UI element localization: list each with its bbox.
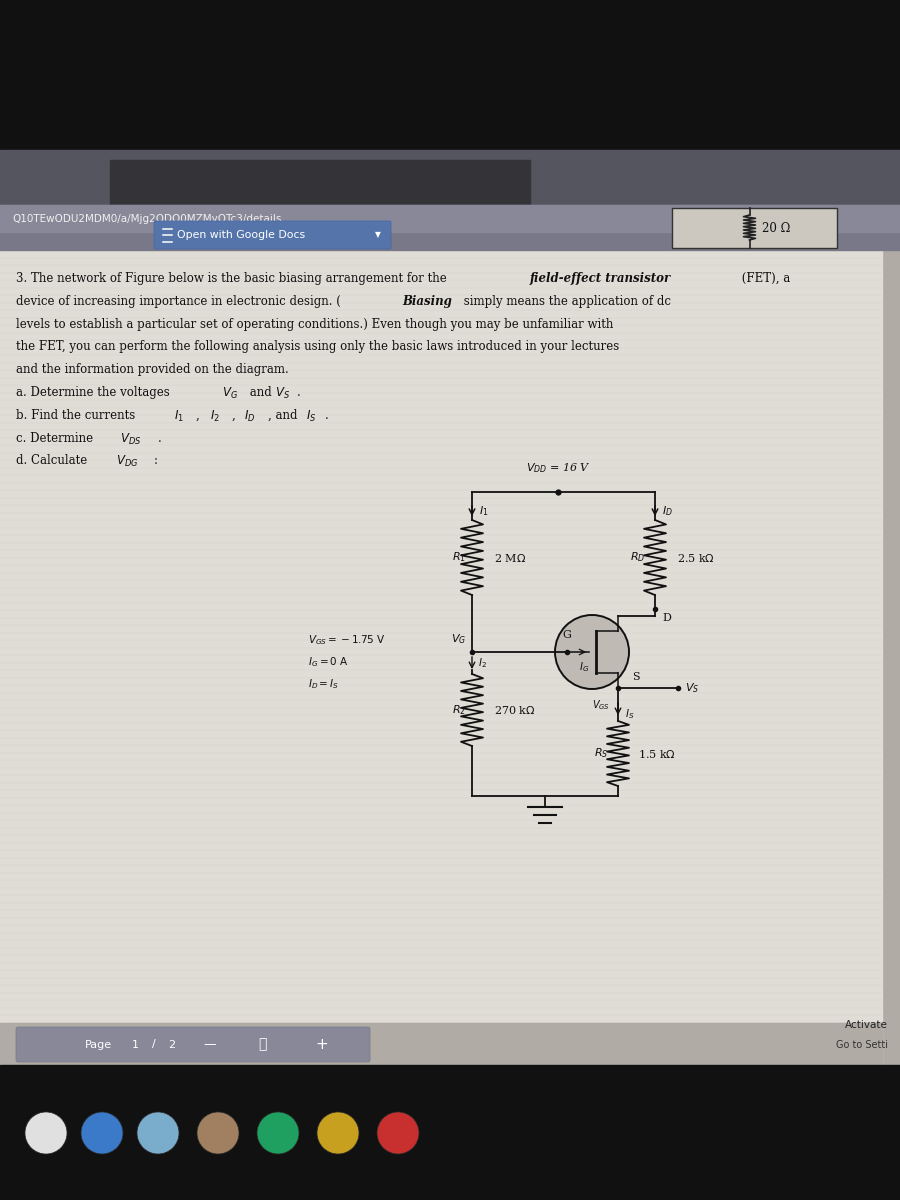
- Text: $I_D$: $I_D$: [662, 504, 673, 518]
- Text: Page: Page: [85, 1039, 112, 1050]
- Text: $R_D$: $R_D$: [630, 551, 645, 564]
- Circle shape: [377, 1112, 419, 1154]
- Text: Q10TEwODU2MDM0/a/Mjg2ODQ0MZMyOTc3/details: Q10TEwODU2MDM0/a/Mjg2ODQ0MZMyOTc3/detail…: [12, 214, 282, 223]
- Circle shape: [137, 1112, 179, 1154]
- Bar: [110, 160, 530, 245]
- Text: —: —: [203, 1038, 216, 1051]
- Text: Biasing: Biasing: [402, 295, 452, 308]
- Text: $R_2$: $R_2$: [452, 703, 466, 716]
- Text: $V_{GS} = -1.75\ \mathrm{V}$: $V_{GS} = -1.75\ \mathrm{V}$: [308, 634, 386, 647]
- Bar: [0, 150, 900, 250]
- Bar: [0, 205, 900, 232]
- Text: /: /: [152, 1039, 156, 1050]
- Text: 1: 1: [132, 1039, 139, 1050]
- Text: 20 Ω: 20 Ω: [761, 222, 790, 234]
- Circle shape: [81, 1112, 123, 1154]
- Bar: [0, 245, 882, 1066]
- Circle shape: [317, 1112, 359, 1154]
- Bar: [0, 205, 900, 250]
- Text: field-effect transistor: field-effect transistor: [530, 272, 671, 286]
- FancyBboxPatch shape: [154, 221, 391, 248]
- Text: Activate: Activate: [845, 1020, 888, 1030]
- Text: levels to establish a particular set of operating conditions.) Even though you m: levels to establish a particular set of …: [16, 318, 614, 330]
- Text: $I_1$: $I_1$: [479, 504, 489, 518]
- Text: ,: ,: [196, 409, 203, 421]
- Text: 1.5 k$\Omega$: 1.5 k$\Omega$: [638, 748, 676, 760]
- Text: $V_S$: $V_S$: [685, 682, 699, 695]
- Text: 2.5 k$\Omega$: 2.5 k$\Omega$: [677, 552, 715, 564]
- Text: the FET, you can perform the following analysis using only the basic laws introd: the FET, you can perform the following a…: [16, 341, 619, 353]
- Text: Go to Setti: Go to Setti: [836, 1040, 888, 1050]
- Text: and: and: [246, 386, 275, 398]
- Text: $I_2$: $I_2$: [210, 409, 220, 424]
- Text: (FET), a: (FET), a: [738, 272, 790, 286]
- Text: ,: ,: [232, 409, 239, 421]
- Text: G: G: [562, 630, 572, 640]
- Text: $I_D = I_S$: $I_D = I_S$: [308, 677, 339, 691]
- Text: $V_G$: $V_G$: [451, 632, 466, 646]
- Text: $I_G = 0\ \mathrm{A}$: $I_G = 0\ \mathrm{A}$: [308, 655, 348, 668]
- Text: simply means the application of dc: simply means the application of dc: [460, 295, 671, 308]
- Text: b. Find the currents: b. Find the currents: [16, 409, 139, 421]
- Text: $R_1$: $R_1$: [452, 551, 466, 564]
- Bar: [672, 208, 837, 248]
- Text: $I_D$: $I_D$: [244, 409, 256, 424]
- Text: $V_{DG}$: $V_{DG}$: [116, 455, 139, 469]
- FancyBboxPatch shape: [16, 1027, 370, 1062]
- Text: ⌕: ⌕: [257, 1038, 266, 1051]
- Text: a. Determine the voltages: a. Determine the voltages: [16, 386, 174, 398]
- Text: and the information provided on the diagram.: and the information provided on the diag…: [16, 364, 289, 376]
- Bar: [0, 245, 900, 1066]
- Text: +: +: [316, 1037, 328, 1052]
- Text: Open with Google Docs: Open with Google Docs: [177, 230, 305, 240]
- Bar: [0, 1066, 900, 1200]
- Text: 3. The network of Figure below is the basic biasing arrangement for the: 3. The network of Figure below is the ba…: [16, 272, 451, 286]
- Text: $V_{DD}$ = 16 V: $V_{DD}$ = 16 V: [526, 461, 590, 475]
- Text: d. Calculate: d. Calculate: [16, 455, 91, 467]
- Text: :: :: [154, 455, 158, 467]
- Circle shape: [197, 1112, 239, 1154]
- Bar: [0, 0, 900, 150]
- Text: 270 k$\Omega$: 270 k$\Omega$: [494, 704, 536, 716]
- Text: .: .: [158, 432, 162, 444]
- Bar: [0, 1022, 882, 1066]
- Text: device of increasing importance in electronic design. (: device of increasing importance in elect…: [16, 295, 341, 308]
- Text: $R_S$: $R_S$: [594, 746, 608, 761]
- Text: 2: 2: [168, 1039, 176, 1050]
- Text: .: .: [297, 386, 301, 398]
- Circle shape: [555, 614, 629, 689]
- Text: $I_2$: $I_2$: [478, 656, 487, 670]
- Text: S: S: [632, 672, 640, 682]
- Circle shape: [257, 1112, 299, 1154]
- Text: $I_S$: $I_S$: [625, 707, 634, 721]
- Text: $V_S$: $V_S$: [275, 386, 290, 401]
- Text: ▼: ▼: [375, 230, 381, 240]
- Text: $I_1$: $I_1$: [174, 409, 184, 424]
- Text: $I_S$: $I_S$: [306, 409, 317, 424]
- Text: .: .: [325, 409, 328, 421]
- Text: c. Determine: c. Determine: [16, 432, 97, 444]
- Text: $V_G$: $V_G$: [222, 386, 238, 401]
- Text: $V_{GS}$: $V_{GS}$: [592, 698, 610, 712]
- Text: D: D: [662, 613, 670, 623]
- Text: $V_{DS}$: $V_{DS}$: [120, 432, 141, 446]
- Text: , and: , and: [268, 409, 302, 421]
- Text: $I_G$: $I_G$: [579, 660, 590, 673]
- Circle shape: [25, 1112, 67, 1154]
- Text: 2 M$\Omega$: 2 M$\Omega$: [494, 552, 526, 564]
